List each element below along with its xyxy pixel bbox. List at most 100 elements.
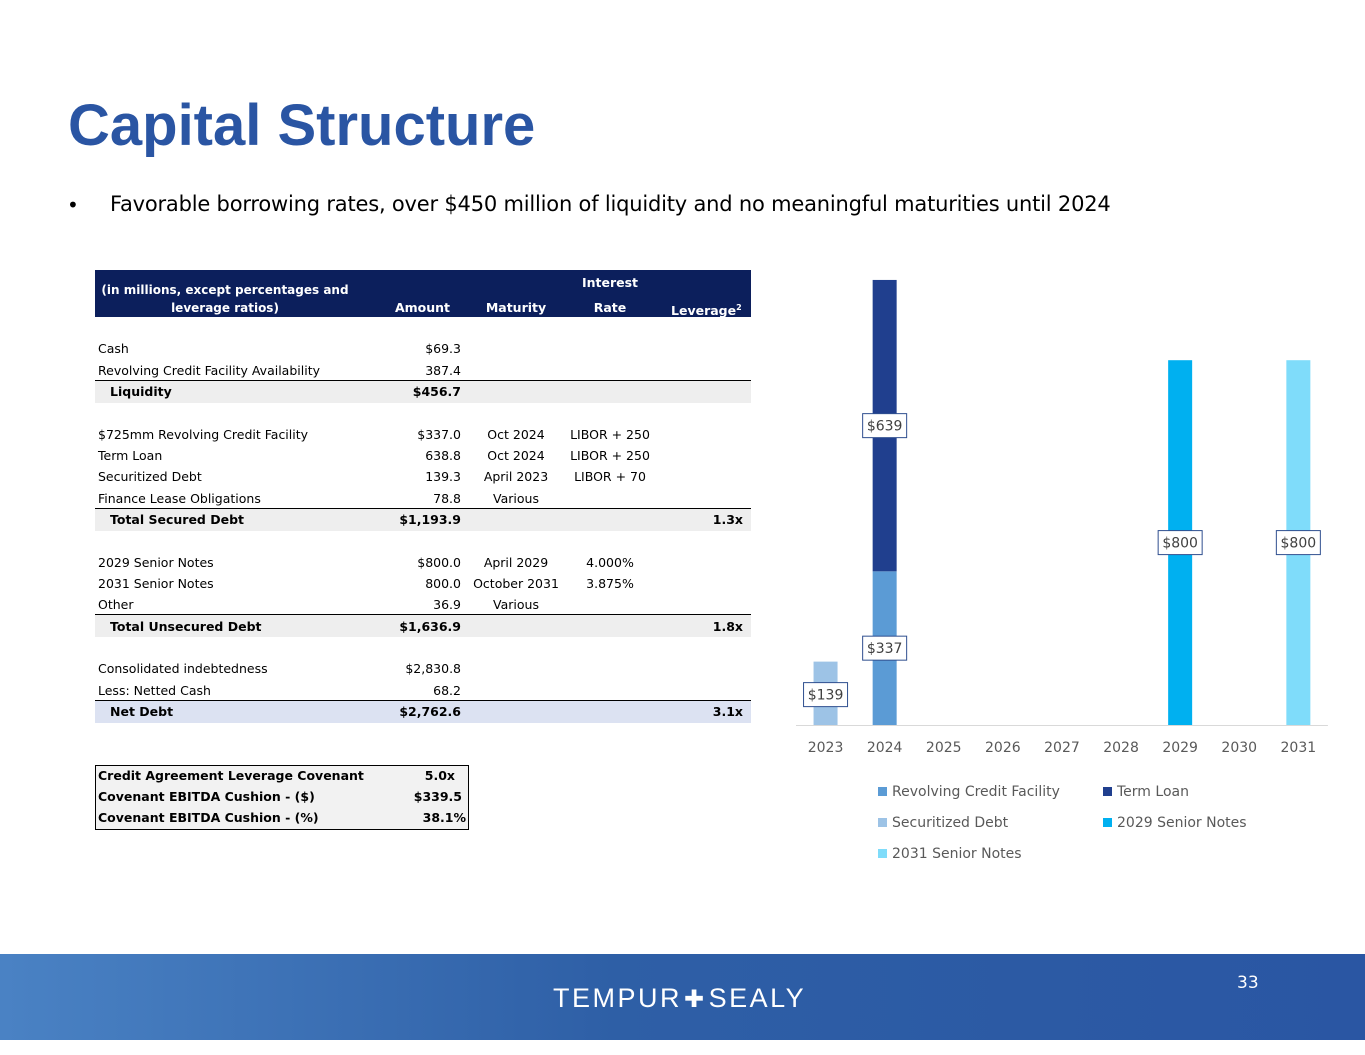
row-sn31-maturity: October 2031 [473, 576, 559, 591]
data-label: $337 [867, 641, 903, 657]
row-term-label: Term Loan [98, 448, 163, 463]
covenant-r1-value: 5.0x [424, 768, 455, 783]
legend-entry: Term Loan [1116, 784, 1189, 800]
row-sn29-rate: 4.000% [586, 555, 634, 570]
header-rate-1: Interest [581, 275, 639, 290]
row-sn31-rate: 3.875% [586, 576, 634, 591]
row-tsd-band [95, 509, 751, 531]
company-logo: TEMPUR✚SEALY [553, 983, 806, 1014]
covenant-r2-value: $339.5 [413, 789, 462, 804]
page-number: 33 [1237, 973, 1259, 993]
row-netted-label: Less: Netted Cash [98, 683, 211, 698]
legend-swatch-icon [1103, 787, 1112, 796]
row-tud-amount: $1,636.9 [399, 619, 461, 634]
data-label: $800 [1162, 536, 1198, 552]
row-cons-amount: $2,830.8 [405, 661, 461, 676]
row-other-amount: 36.9 [433, 597, 461, 612]
row-cons-label: Consolidated indebtedness [98, 661, 268, 676]
x-tick-label: 2030 [1221, 740, 1257, 756]
x-tick-label: 2024 [867, 740, 903, 756]
data-label-box [862, 635, 908, 661]
x-tick-label: 2027 [1044, 740, 1080, 756]
x-tick-label: 2026 [985, 740, 1021, 756]
header-amount: Amount [394, 300, 450, 315]
row-term-amount: 638.8 [425, 448, 461, 463]
x-tick-label: 2025 [926, 740, 962, 756]
legend-entry: 2029 Senior Notes [1117, 815, 1247, 831]
row-tsd-label: Total Secured Debt [110, 512, 245, 527]
row-flo-label: Finance Lease Obligations [98, 491, 261, 506]
header-leverage: Leverage2 [671, 300, 742, 319]
row-sn31-amount: 800.0 [425, 576, 461, 591]
row-sn29-maturity: April 2029 [483, 555, 549, 570]
row-sn29-amount: $800.0 [417, 555, 461, 570]
data-label: $800 [1281, 536, 1317, 552]
header-maturity: Maturity [485, 300, 547, 315]
maturity-bar-chart: 2023 2024 2025 2026 2027 2028 2029 2030 2031 $139… [796, 279, 1328, 862]
legend-entry: Securitized Debt [892, 815, 1009, 831]
row-term-rate: LIBOR + 250 [570, 448, 650, 463]
row-net-band [95, 701, 751, 723]
row-net-leverage: 3.1x [712, 704, 743, 719]
logo-cross-icon: ✚ [684, 986, 707, 1013]
covenant-r3-value: 38.1% [422, 810, 466, 825]
logo-left: TEMPUR [553, 983, 682, 1013]
divider [95, 508, 751, 509]
row-net-label: Net Debt [110, 704, 174, 719]
row-tud-label: Total Unsecured Debt [110, 619, 262, 634]
x-tick-label: 2028 [1103, 740, 1139, 756]
x-tick-label: 2031 [1281, 740, 1317, 756]
divider [95, 700, 751, 701]
row-rcf-label: $725mm Revolving Credit Facility [98, 427, 309, 442]
row-cash-label: Cash [98, 341, 129, 356]
bullet-text: Favorable borrowing rates, over $450 mil… [110, 192, 1111, 216]
legend-swatch-icon [878, 787, 887, 796]
data-label: $139 [808, 688, 844, 704]
row-sec-amount: 139.3 [425, 469, 461, 484]
legend-swatch-icon [878, 849, 887, 858]
logo-right: SEALY [708, 983, 807, 1013]
row-tsd-leverage: 1.3x [712, 512, 743, 527]
row-sec-maturity: April 2023 [483, 469, 549, 484]
row-other-maturity: Various [493, 597, 539, 612]
header-leverage-label: Leverage [671, 303, 737, 319]
row-rcf-rate: LIBOR + 250 [570, 427, 650, 442]
covenant-r1-label: Credit Agreement Leverage Covenant [98, 768, 364, 783]
row-tsd-amount: $1,193.9 [399, 512, 461, 527]
header-desc-2: leverage ratios) [171, 301, 279, 315]
covenant-box [95, 765, 469, 830]
data-label: $639 [867, 419, 903, 435]
row-sn31-label: 2031 Senior Notes [98, 576, 214, 591]
row-term-maturity: Oct 2024 [487, 448, 545, 463]
footer-band [0, 954, 1365, 1040]
legend-swatch-icon [878, 818, 887, 827]
header-rate-2: Rate [593, 300, 627, 315]
header-desc-1: (in millions, except percentages and [101, 283, 349, 297]
x-tick-label: 2023 [808, 740, 844, 756]
bullet-icon: • [67, 193, 79, 217]
row-rcfa-amount: 387.4 [425, 363, 461, 378]
legend-entry: 2031 Senior Notes [892, 846, 1022, 862]
row-rcf-maturity: Oct 2024 [487, 427, 545, 442]
covenant-r2-label: Covenant EBITDA Cushion - ($) [98, 789, 315, 804]
row-tud-band [95, 615, 751, 637]
legend-swatch-icon [1103, 818, 1112, 827]
row-sec-rate: LIBOR + 70 [574, 469, 646, 484]
row-cash-amount: $69.3 [425, 341, 461, 356]
x-tick-label: 2029 [1162, 740, 1198, 756]
row-net-amount: $2,762.6 [399, 704, 461, 719]
row-sec-label: Securitized Debt [98, 469, 202, 484]
row-sn29-label: 2029 Senior Notes [98, 555, 214, 570]
header-leverage-sup: 2 [736, 303, 742, 312]
row-tud-leverage: 1.8x [712, 619, 743, 634]
row-flo-maturity: Various [493, 491, 539, 506]
data-label-box [862, 413, 908, 439]
data-label-box [803, 682, 849, 708]
data-label-box [1275, 530, 1321, 556]
row-other-label: Other [98, 597, 134, 612]
legend-entry: Revolving Credit Facility [892, 784, 1060, 800]
table-header [95, 270, 751, 317]
row-rcf-amount: $337.0 [417, 427, 461, 442]
divider [95, 380, 751, 381]
covenant-r3-label: Covenant EBITDA Cushion - (%) [98, 810, 319, 825]
